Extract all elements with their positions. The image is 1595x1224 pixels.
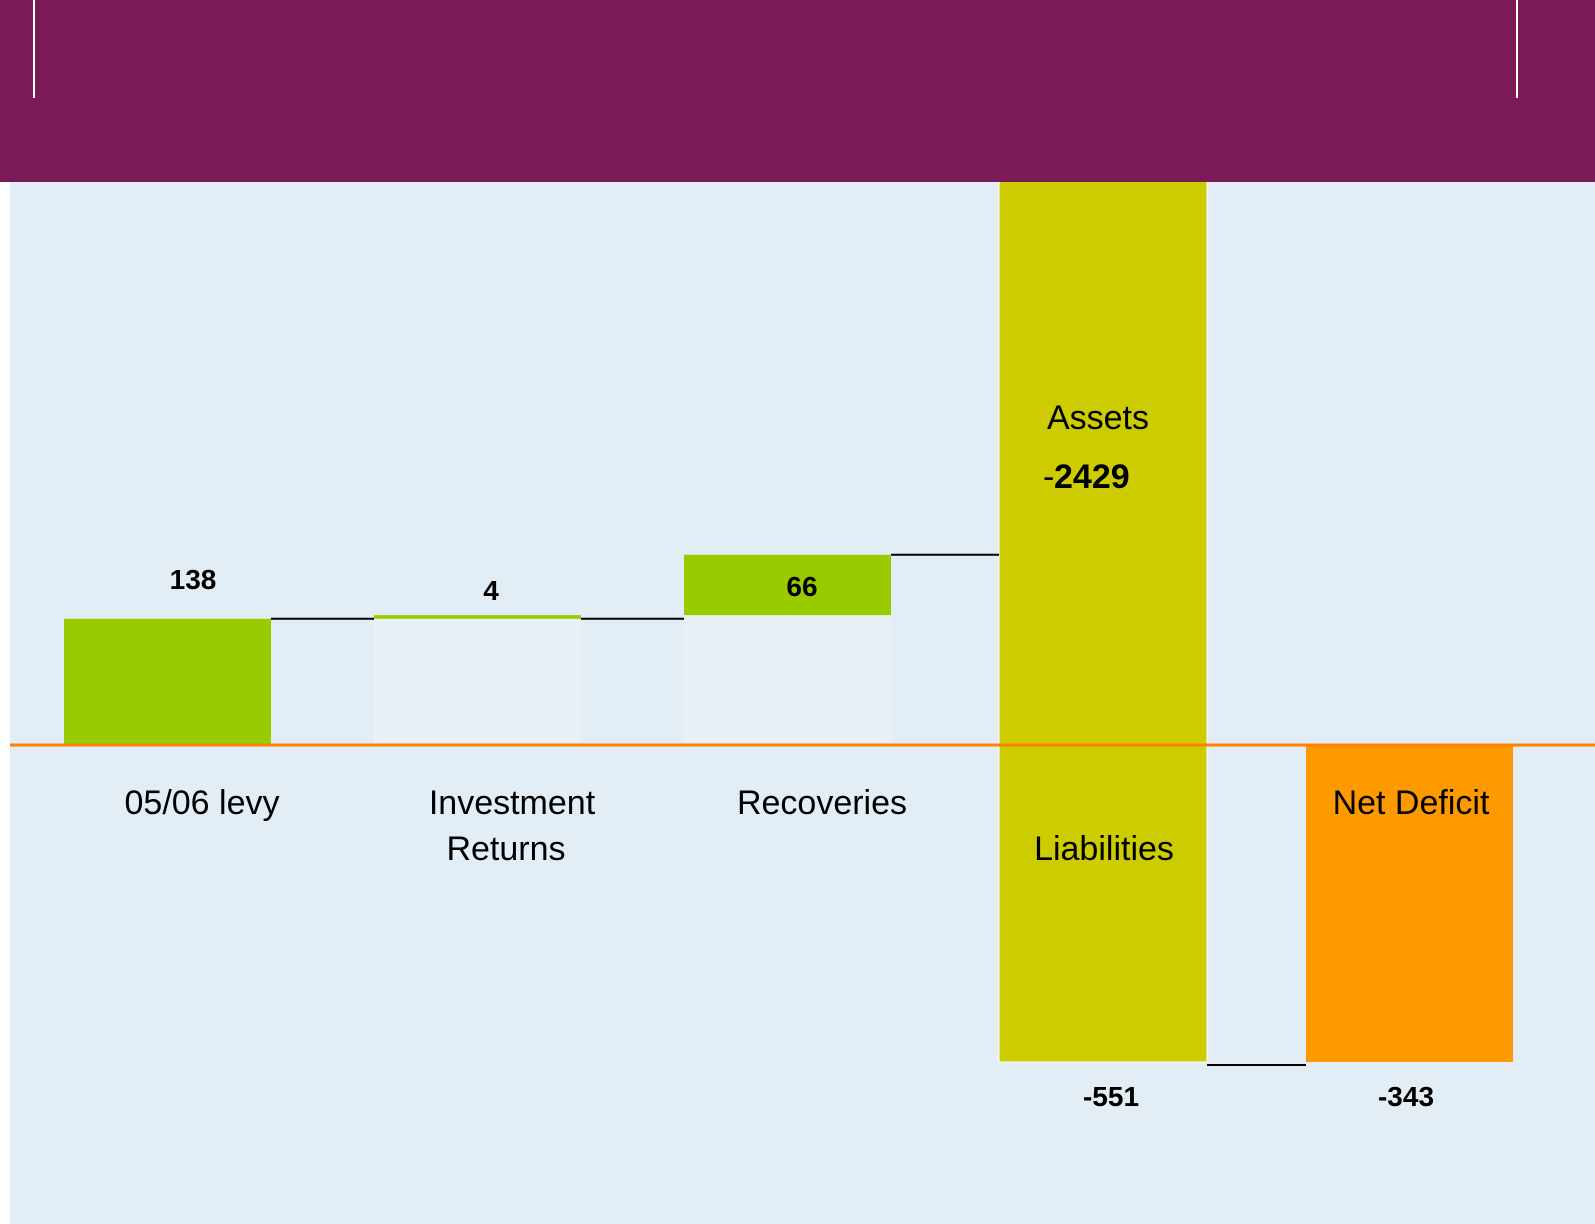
value-label-levy: 138	[170, 564, 217, 595]
category-label-net-deficit: Net Deficit	[1333, 784, 1490, 822]
assets-sign: -	[1043, 458, 1054, 496]
bar-recoveries	[684, 554, 891, 616]
header-band	[0, 0, 1595, 182]
bar-net-deficit	[1306, 745, 1513, 1062]
value-label-recoveries: 66	[786, 571, 817, 602]
value-label-investment: 4	[483, 575, 499, 606]
bar-liabilities	[998, 182, 1208, 1063]
category-label-levy: 05/06 levy	[125, 784, 280, 822]
category-label-investment-line1: Investment	[429, 784, 596, 822]
category-label-recoveries: Recoveries	[737, 784, 907, 822]
value-label-liabilities: -551	[1083, 1081, 1139, 1112]
category-label-investment-line2: Returns	[446, 830, 565, 868]
value-label-net-deficit: -343	[1378, 1081, 1434, 1112]
waterfall-chart: 138 4 66 -551 -343 05/06 levy Investment Return…	[10, 182, 1595, 1112]
assets-value: 2429	[1054, 458, 1130, 496]
bar-investment-returns	[374, 615, 581, 619]
header-rule-left	[33, 0, 35, 98]
plot-area: 138 4 66 -551 -343 05/06 levy Investment Return…	[10, 182, 1595, 1224]
header-rule-right	[1516, 0, 1518, 98]
category-label-liabilities: Liabilities	[1034, 830, 1174, 868]
assets-label: Assets	[1047, 399, 1149, 437]
bar-levy	[64, 618, 271, 745]
placeholder-bar-investment	[374, 615, 581, 745]
